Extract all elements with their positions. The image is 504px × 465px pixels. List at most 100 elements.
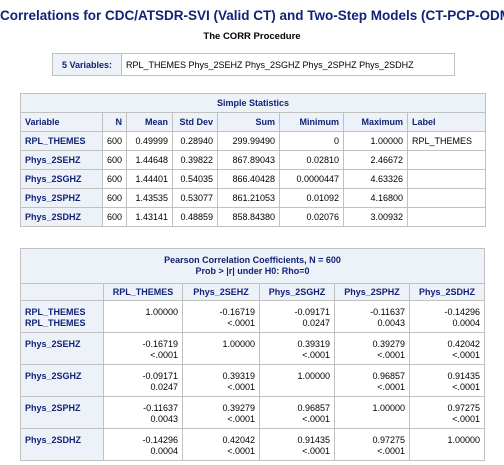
corr-cell: 0.91435 <.0001 — [409, 364, 485, 397]
header-row: RPL_THEMES Phys_2SEHZ Phys_2SGHZ Phys_2SPHZ… — [20, 283, 485, 301]
corr-cell: 0.39319 <.0001 — [259, 332, 335, 365]
cell: 0.48859 — [172, 207, 218, 227]
p-value: <.0001 — [227, 318, 255, 328]
coefficient: -0.09171 — [294, 307, 330, 317]
coefficient: 1.00000 — [297, 371, 330, 381]
cell: 867.89043 — [217, 150, 280, 170]
row-header: Phys_2SEHZ — [20, 332, 104, 365]
coefficient: 1.00000 — [145, 307, 178, 317]
column-header: Phys_2SPHZ — [334, 283, 410, 301]
row-name: RPL_THEMES — [25, 307, 86, 317]
table-subtitle-text: Prob > |r| under H0: Rho=0 — [195, 266, 310, 276]
p-value: <.0001 — [452, 350, 480, 360]
p-value: <.0001 — [377, 382, 405, 392]
corr-cell: 1.00000 — [103, 300, 183, 333]
corr-cell: 1.00000 — [259, 364, 335, 397]
column-header: Maximum — [343, 112, 408, 132]
variables-row: 5 Variables: RPL_THEMES Phys_2SEHZ Phys_… — [52, 53, 455, 76]
row-name: Phys_2SGHZ — [25, 371, 82, 381]
corr-cell: 0.42042 <.0001 — [182, 428, 260, 461]
corr-cell: 0.96857 <.0001 — [334, 364, 410, 397]
coefficient: -0.14296 — [142, 435, 178, 445]
coefficient: -0.11637 — [143, 403, 178, 413]
data-row: Phys_2SDHZ 600 1.43141 0.48859 858.84380 0.02… — [20, 207, 487, 227]
empty-cell — [406, 169, 487, 189]
corr-cell: 0.39279 <.0001 — [334, 332, 410, 365]
p-value: <.0001 — [302, 446, 330, 456]
column-header: Phys_2SDHZ — [409, 283, 485, 301]
data-row: Phys_2SEHZ -0.16719 <.0001 1.00000 0.39319 <.… — [20, 332, 485, 365]
corr-cell: 0.96857 <.0001 — [259, 396, 335, 429]
cell: 0.01092 — [279, 188, 344, 208]
data-row: Phys_2SPHZ 600 1.43535 0.53077 861.21053 0.01… — [20, 188, 487, 208]
coefficient: -0.14296 — [444, 307, 480, 317]
data-row: RPL_THEMES RPL_THEMES 1.00000 -0.16719 <.000… — [20, 300, 485, 333]
corr-cell: 0.39319 <.0001 — [182, 364, 260, 397]
corr-cell: -0.09171 0.0247 — [103, 364, 183, 397]
row-header: Phys_2SPHZ — [20, 396, 104, 429]
p-value: 0.0004 — [452, 318, 480, 328]
p-value: 0.0247 — [302, 318, 330, 328]
data-row: Phys_2SGHZ 600 1.44401 0.54035 866.40428 0.00… — [20, 169, 487, 189]
empty-cell — [406, 188, 487, 208]
p-value: 0.0043 — [377, 318, 405, 328]
row-name: Phys_2SDHZ — [25, 435, 82, 445]
variables-label: 5 Variables: — [52, 53, 122, 76]
table-title-text: Pearson Correlation Coefficients, N = 60… — [164, 255, 341, 265]
coefficient: 0.39279 — [222, 403, 255, 413]
row-name: Phys_2SPHZ — [25, 403, 81, 413]
column-header: Sum — [217, 112, 280, 132]
title: Correlations for CDC/ATSDR-SVI (Valid CT… — [0, 8, 504, 23]
p-value: <.0001 — [452, 414, 480, 424]
variables-value: RPL_THEMES Phys_2SEHZ Phys_2SGHZ Phys_2S… — [121, 53, 455, 76]
data-row: Phys_2SGHZ -0.09171 0.0247 0.39319 <.0001 1.0… — [20, 364, 485, 397]
coefficient: 1.00000 — [447, 435, 480, 445]
empty-cell — [406, 150, 487, 170]
corr-cell: -0.11637 0.0043 — [103, 396, 183, 429]
coefficient: 0.42042 — [222, 435, 255, 445]
data-row: Phys_2SPHZ -0.11637 0.0043 0.39279 <.0001 0.9… — [20, 396, 485, 429]
data-row: RPL_THEMES 600 0.49999 0.28940 299.99490 0 1.0… — [20, 131, 487, 151]
cell: 1.00000 — [343, 131, 408, 151]
coefficient: 0.39319 — [297, 339, 330, 349]
corr-cell: 0.39279 <.0001 — [182, 396, 260, 429]
column-header: RPL_THEMES — [103, 283, 183, 301]
row-header: Phys_2SDHZ — [20, 207, 103, 227]
cell: 866.40428 — [217, 169, 280, 189]
coefficient: 0.91435 — [297, 435, 330, 445]
cell: 1.44401 — [126, 169, 173, 189]
row-name: Phys_2SEHZ — [25, 339, 81, 349]
cell: 0.02076 — [279, 207, 344, 227]
p-value: 0.0247 — [150, 382, 178, 392]
cell: 1.43141 — [126, 207, 173, 227]
column-header: N — [102, 112, 127, 132]
coefficient: -0.16719 — [142, 339, 178, 349]
cell: 0.0000447 — [279, 169, 344, 189]
coefficient: 0.39319 — [222, 371, 255, 381]
coefficient: 0.42042 — [447, 339, 480, 349]
p-value: <.0001 — [227, 382, 255, 392]
row-header: Phys_2SPHZ — [20, 188, 103, 208]
row-header: RPL_THEMES RPL_THEMES — [20, 300, 104, 333]
column-header: Std Dev — [172, 112, 218, 132]
row-header: Phys_2SEHZ — [20, 150, 103, 170]
p-value: <.0001 — [302, 414, 330, 424]
row-header: Phys_2SGHZ — [20, 364, 104, 397]
cell: 0 — [279, 131, 344, 151]
coefficient: 0.91435 — [447, 371, 480, 381]
row-header: RPL_THEMES — [20, 131, 103, 151]
coefficient: 0.97275 — [372, 435, 405, 445]
corr-cell: -0.09171 0.0247 — [259, 300, 335, 333]
cell: 299.99490 — [217, 131, 280, 151]
p-value: <.0001 — [452, 382, 480, 392]
corr-cell: 1.00000 — [409, 428, 485, 461]
p-value: 0.0043 — [150, 414, 178, 424]
coefficient: -0.09171 — [142, 371, 178, 381]
title-row: Pearson Correlation Coefficients, N = 60… — [20, 248, 485, 284]
corr-cell: -0.14296 0.0004 — [103, 428, 183, 461]
coefficient: 0.96857 — [372, 371, 405, 381]
p-value: <.0001 — [227, 446, 255, 456]
coefficient: -0.16719 — [219, 307, 255, 317]
